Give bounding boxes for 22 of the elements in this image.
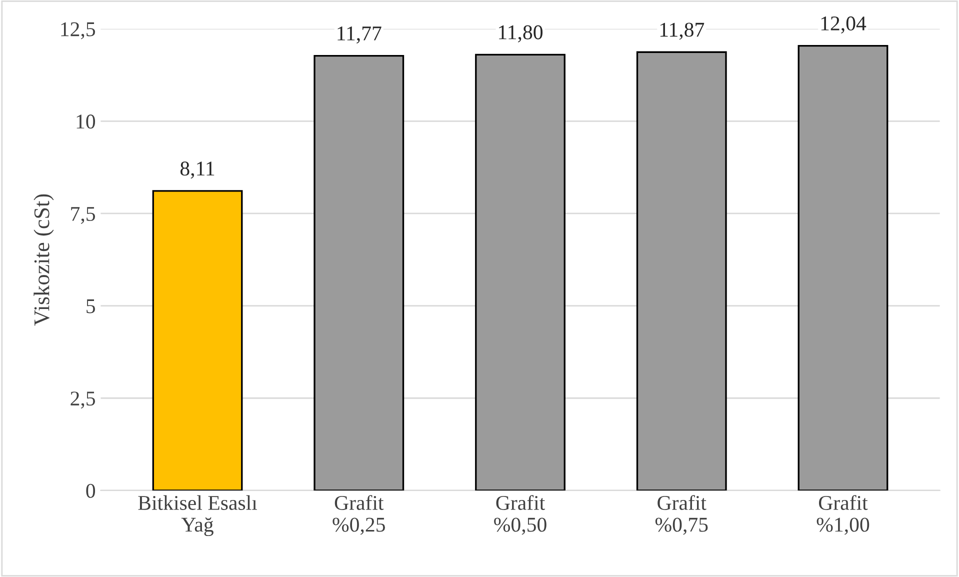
data-label: 11,87 xyxy=(660,22,704,40)
bar xyxy=(475,54,566,490)
y-tick-label: 0 xyxy=(86,484,96,498)
y-tick-label: 5 xyxy=(86,299,96,314)
bar xyxy=(152,190,243,490)
data-label: 12,04 xyxy=(821,16,866,34)
x-tick-label: Bitkisel Esaslı Yağ xyxy=(138,495,258,536)
data-label: 11,80 xyxy=(499,25,543,42)
data-label: 8,11 xyxy=(180,162,214,179)
y-tick-label: 12,5 xyxy=(61,22,96,40)
bar xyxy=(798,45,888,490)
x-tick-label: Grafit %1,00 xyxy=(816,495,870,535)
x-tick-label: Grafit %0,50 xyxy=(494,495,546,535)
x-tick-label: Grafit %0,25 xyxy=(332,495,385,535)
bar xyxy=(314,54,404,490)
y-tick-label: 10 xyxy=(76,114,96,129)
y-tick-label: 2,5 xyxy=(70,392,96,409)
y-tick-label: 7,5 xyxy=(71,207,96,224)
y-axis-title: Viskozite (cSt) xyxy=(34,194,54,326)
bar xyxy=(636,51,727,490)
x-tick-label: Grafit %0,75 xyxy=(655,495,708,535)
data-label: 11,77 xyxy=(338,26,382,44)
